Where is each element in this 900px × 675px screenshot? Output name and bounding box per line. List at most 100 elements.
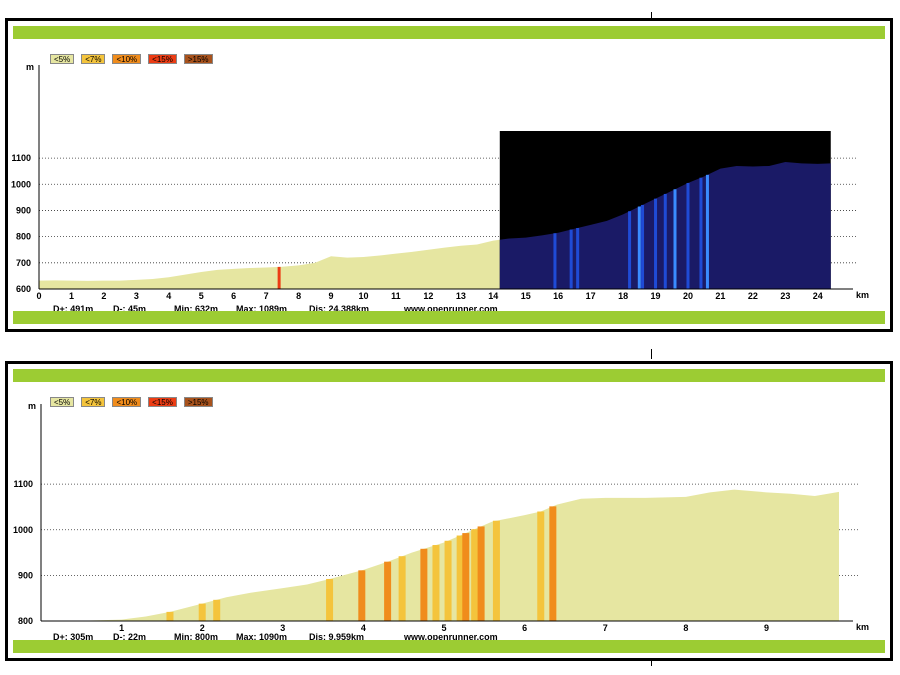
grade-segment xyxy=(326,578,334,621)
x-tick-label: 0 xyxy=(36,291,41,301)
x-tick-label: 8 xyxy=(683,623,688,633)
x-tick-label: 3 xyxy=(280,623,285,633)
x-tick-label: 23 xyxy=(780,291,790,301)
x-tick-label: 6 xyxy=(522,623,527,633)
legend-item: <7% xyxy=(81,54,106,64)
x-tick-label: 7 xyxy=(603,623,608,633)
selected-grade-segment xyxy=(673,189,677,289)
elevation-profile-panel-1: <5% <7% <10% <15% >15% 600 700 800 900 1000 1… xyxy=(5,18,893,332)
x-tick-label: 1 xyxy=(69,291,74,301)
selected-grade-segment xyxy=(686,182,690,289)
selected-grade-segment xyxy=(628,211,632,289)
legend-item: <7% xyxy=(81,397,106,407)
header-bar xyxy=(13,369,885,382)
x-tick-label: 10 xyxy=(358,291,368,301)
x-tick-label: 7 xyxy=(264,291,269,301)
grade-segment xyxy=(492,520,500,621)
selected-grade-segment xyxy=(569,229,573,289)
y-axis-unit: m xyxy=(28,401,36,411)
stat-website: www.openrunner.com xyxy=(404,632,498,642)
y-tick-label: 800 xyxy=(18,616,33,626)
x-tick-label: 4 xyxy=(361,623,366,633)
stat-website: www.openrunner.com xyxy=(404,304,498,314)
footer-bar xyxy=(13,640,885,653)
x-tick-label: 6 xyxy=(231,291,236,301)
footer-bar xyxy=(13,311,885,324)
legend-item: <10% xyxy=(112,54,142,64)
y-tick-label: 800 xyxy=(16,232,31,242)
x-tick-label: 15 xyxy=(521,291,531,301)
grade-segment xyxy=(166,611,174,621)
grade-segment xyxy=(398,556,406,621)
legend-item: >15% xyxy=(183,397,213,407)
grade-segment xyxy=(358,570,366,621)
legend-item: >15% xyxy=(183,54,213,64)
grade-segment xyxy=(384,561,392,621)
grade-legend: <5% <7% <10% <15% >15% xyxy=(50,54,213,64)
y-tick-label: 700 xyxy=(16,258,31,268)
header-bar xyxy=(13,26,885,39)
selected-grade-segment xyxy=(553,233,557,289)
elevation-area xyxy=(41,489,839,621)
grade-segment xyxy=(444,540,452,621)
x-tick-label: 9 xyxy=(329,291,334,301)
x-tick-label: 8 xyxy=(296,291,301,301)
stat-dplus: D+: 305m xyxy=(53,632,94,642)
x-tick-label: 2 xyxy=(101,291,106,301)
grade-legend: <5% <7% <10% <15% >15% xyxy=(50,397,213,407)
crosshair-tick-top xyxy=(651,12,652,22)
stat-dminus: D-: 45m xyxy=(113,304,147,314)
x-tick-label: 14 xyxy=(488,291,498,301)
x-tick-label: 9 xyxy=(764,623,769,633)
crosshair-tick-middle xyxy=(651,349,652,359)
y-tick-label: 1100 xyxy=(13,479,33,489)
grade-segment xyxy=(420,548,428,621)
legend-item: <15% xyxy=(148,397,177,407)
grade-segment xyxy=(432,545,440,621)
selected-grade-segment xyxy=(641,204,645,289)
x-tick-label: 22 xyxy=(748,291,758,301)
x-tick-label: 2 xyxy=(200,623,205,633)
legend-item: <15% xyxy=(148,54,177,64)
grade-segment xyxy=(549,506,557,621)
stat-max: Max: 1090m xyxy=(236,632,288,642)
stat-dplus: D+: 491m xyxy=(53,304,94,314)
selected-grade-segment xyxy=(637,206,641,289)
legend-item: <5% xyxy=(50,54,75,64)
stat-distance: Dis: 9.959km xyxy=(309,632,365,642)
stat-dminus: D-: 22m xyxy=(113,632,147,642)
y-tick-label: 900 xyxy=(16,205,31,215)
selected-grade-segment xyxy=(654,198,658,289)
y-tick-label: 1100 xyxy=(11,153,31,163)
elevation-chart[interactable]: 800 900 1000 1100 1 2 3 4 5 6 7 8 9 m km xyxy=(8,364,890,658)
grade-segment xyxy=(471,529,479,621)
crosshair-tick-bottom xyxy=(651,656,652,666)
legend-item: <10% xyxy=(112,397,142,407)
selected-grade-segment xyxy=(705,174,709,289)
x-tick-label: 12 xyxy=(423,291,433,301)
y-tick-label: 1000 xyxy=(11,179,31,189)
selected-grade-segment xyxy=(663,193,667,289)
x-tick-label: 24 xyxy=(813,291,823,301)
x-tick-label: 17 xyxy=(586,291,596,301)
y-axis-unit: m xyxy=(26,62,34,72)
grade-segment xyxy=(198,603,206,621)
x-tick-label: 5 xyxy=(199,291,204,301)
x-tick-label: 18 xyxy=(618,291,628,301)
x-tick-label: 3 xyxy=(134,291,139,301)
x-tick-label: 1 xyxy=(119,623,124,633)
y-tick-label: 600 xyxy=(16,284,31,294)
x-tick-label: 21 xyxy=(715,291,725,301)
x-tick-label: 4 xyxy=(166,291,171,301)
y-tick-label: 900 xyxy=(18,570,33,580)
x-axis-unit: km xyxy=(856,290,869,300)
elevation-profile-panel-2: <5% <7% <10% <15% >15% 800 900 1000 1100 1 2 3… xyxy=(5,361,893,661)
y-tick-label: 1000 xyxy=(13,525,33,535)
x-tick-label: 11 xyxy=(391,291,401,301)
grade-segment xyxy=(456,535,464,621)
x-tick-label: 13 xyxy=(456,291,466,301)
x-tick-label: 5 xyxy=(442,623,447,633)
stat-min: Min: 632m xyxy=(174,304,219,314)
stat-distance: Dis: 24.388km xyxy=(309,304,370,314)
